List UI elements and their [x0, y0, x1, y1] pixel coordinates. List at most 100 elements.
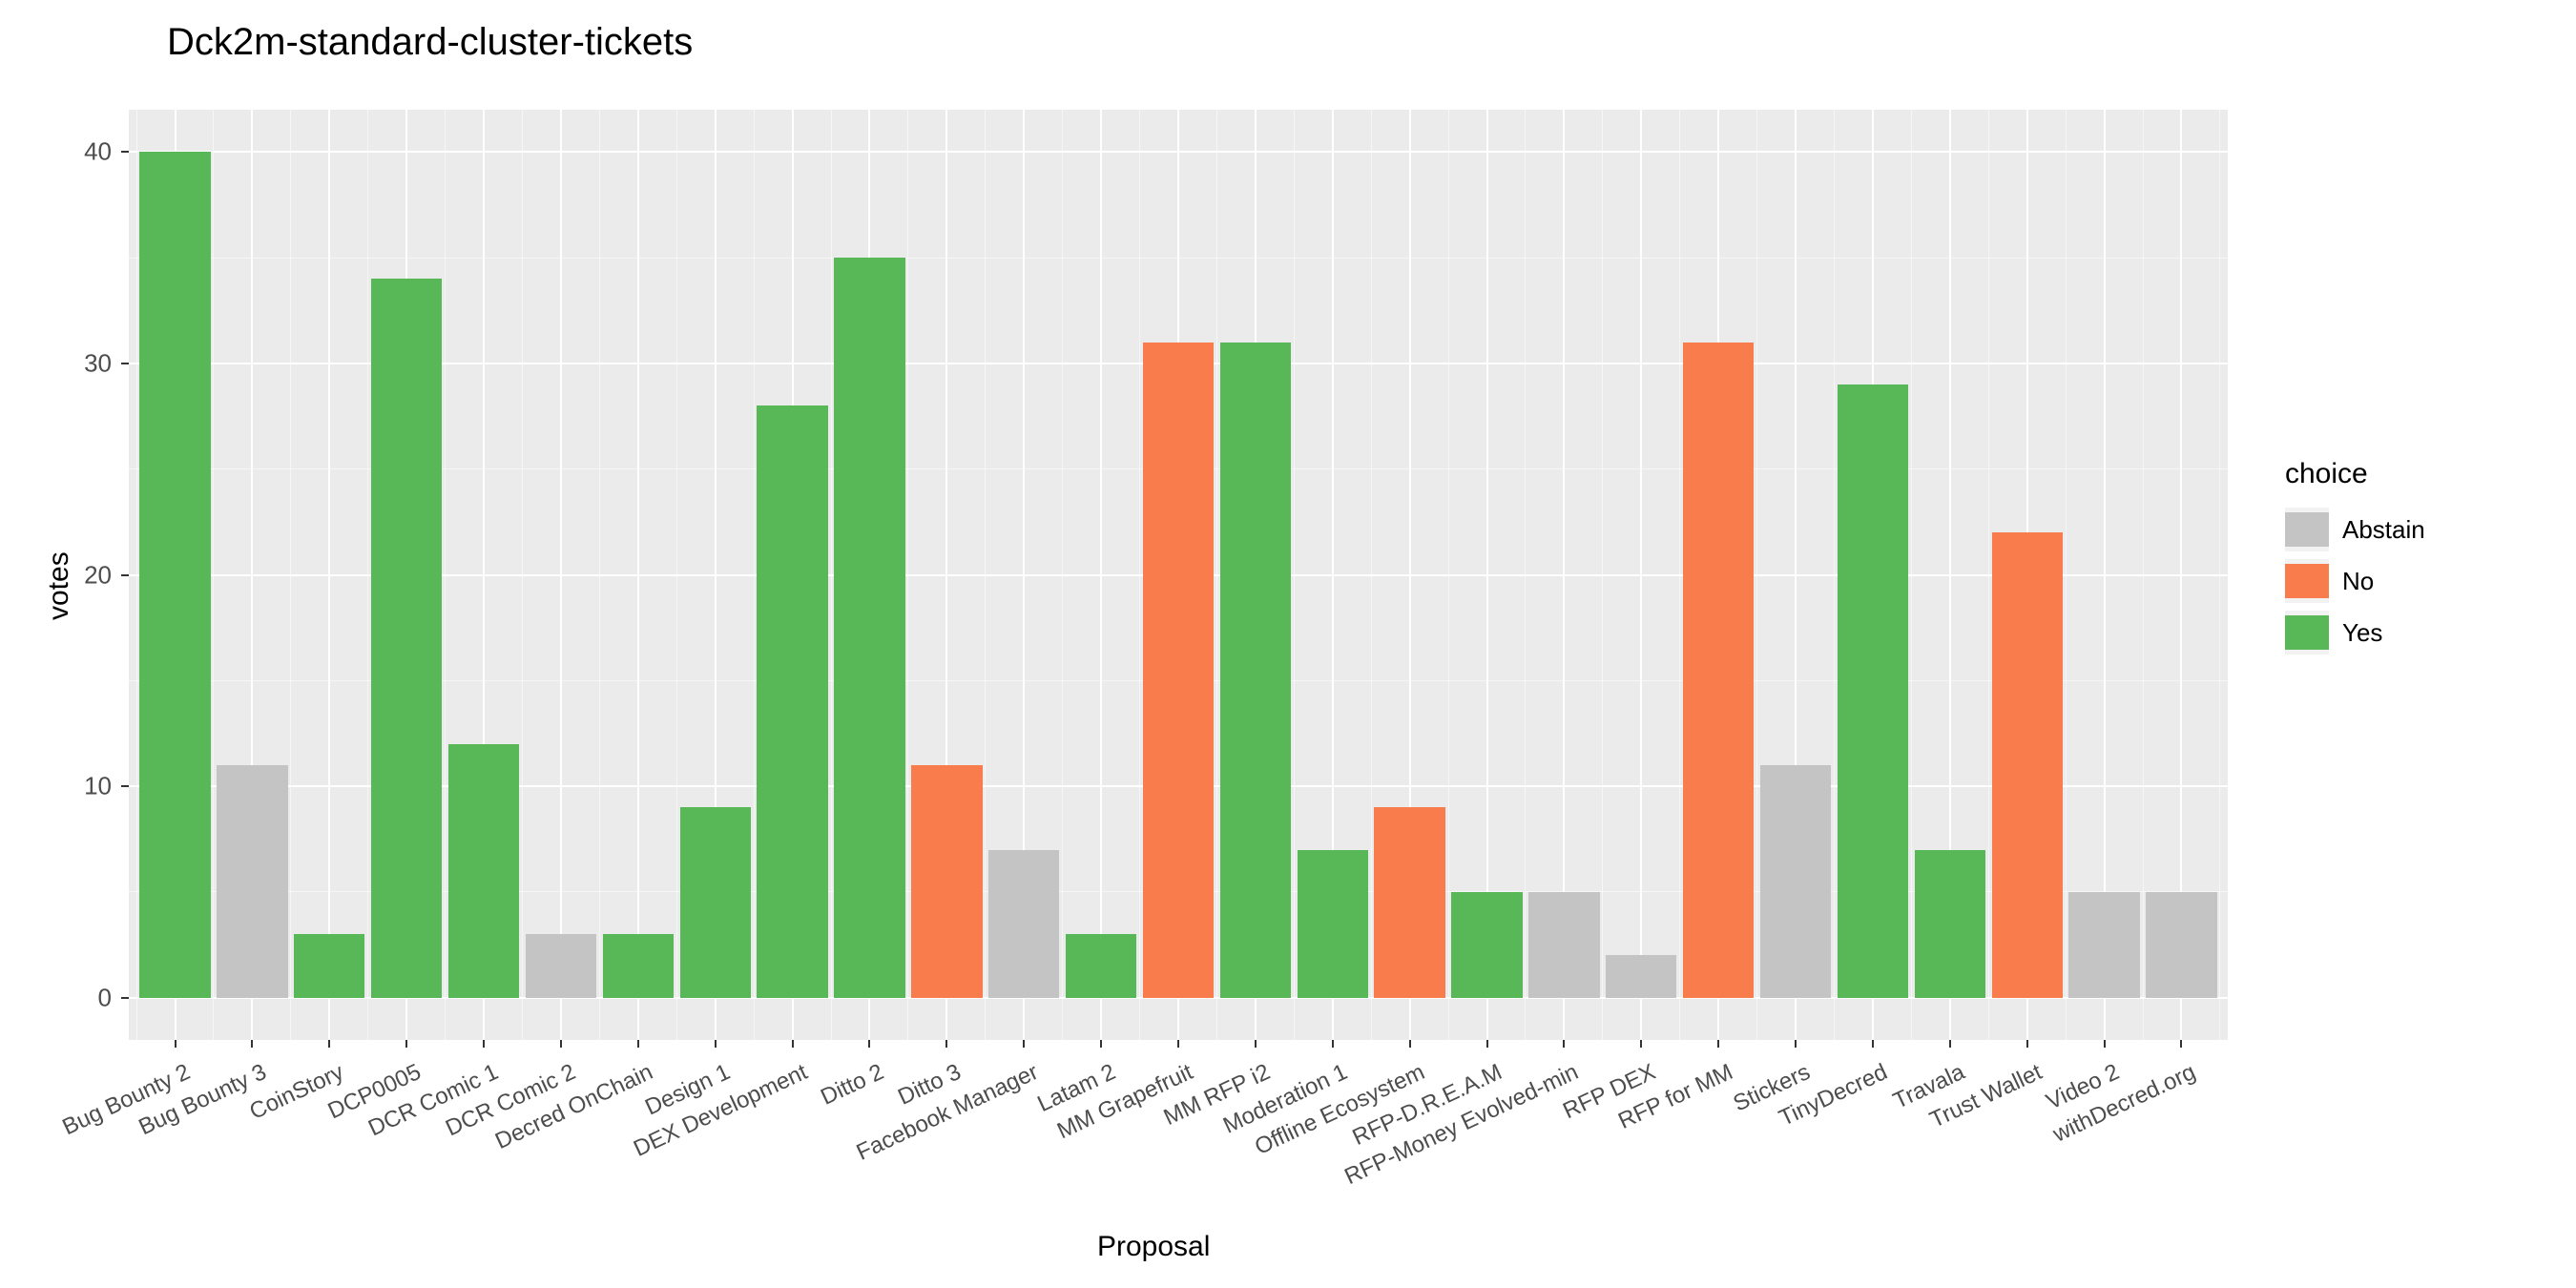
x-tick-mark: [1795, 1040, 1797, 1048]
x-tick-mark: [1409, 1040, 1411, 1048]
x-tick-mark: [2026, 1040, 2028, 1048]
grid-major-v: [560, 110, 562, 1040]
legend-label: No: [2342, 567, 2374, 596]
legend-swatch: [2285, 611, 2329, 654]
x-axis-title: Proposal: [1097, 1231, 1210, 1263]
x-tick-mark: [1177, 1040, 1179, 1048]
x-tick-mark: [328, 1040, 330, 1048]
x-tick-mark: [1023, 1040, 1025, 1048]
grid-minor-v: [367, 110, 368, 1040]
bar: [294, 934, 364, 997]
chart-container: Dck2m-standard-cluster-tickets 0 10 20 30 40…: [0, 0, 2576, 1288]
x-tick-mark: [251, 1040, 253, 1048]
x-tick-mark: [868, 1040, 870, 1048]
chart-title: Dck2m-standard-cluster-tickets: [167, 21, 693, 64]
bar: [1606, 955, 1676, 997]
y-tick-mark: [121, 574, 129, 576]
x-tick-mark: [560, 1040, 562, 1048]
bar: [911, 765, 982, 998]
legend-item: Yes: [2285, 611, 2425, 654]
grid-minor-v: [522, 110, 523, 1040]
x-tick-mark: [792, 1040, 794, 1048]
legend-label: Yes: [2342, 618, 2382, 648]
grid-minor-v: [1139, 110, 1140, 1040]
grid-minor-v: [1602, 110, 1603, 1040]
y-tick-label: 20: [84, 560, 112, 590]
bar: [1528, 892, 1599, 998]
y-axis-title: votes: [43, 551, 75, 620]
x-tick-mark: [1872, 1040, 1874, 1048]
grid-minor-v: [1294, 110, 1295, 1040]
bar: [603, 934, 674, 997]
bar: [139, 152, 210, 997]
grid-minor-v: [1834, 110, 1835, 1040]
grid-minor-v: [1448, 110, 1449, 1040]
grid-minor-v: [2219, 110, 2220, 1040]
y-tick-mark: [121, 997, 129, 999]
x-tick-mark: [1486, 1040, 1488, 1048]
x-tick-mark: [1717, 1040, 1719, 1048]
legend-title: choice: [2285, 458, 2425, 490]
grid-minor-v: [2066, 110, 2067, 1040]
x-tick-mark: [1255, 1040, 1257, 1048]
grid-minor-v: [907, 110, 908, 1040]
bar: [1374, 807, 1444, 997]
x-tick-mark: [2104, 1040, 2106, 1048]
x-tick-mark: [1100, 1040, 1102, 1048]
grid-minor-v: [1988, 110, 1989, 1040]
grid-minor-v: [2143, 110, 2144, 1040]
bar: [1220, 343, 1291, 998]
grid-minor-v: [754, 110, 755, 1040]
bar: [680, 807, 751, 997]
plot-panel: [129, 110, 2228, 1040]
grid-minor-v: [1679, 110, 1680, 1040]
bar: [526, 934, 596, 997]
grid-major-v: [328, 110, 330, 1040]
grid-minor-v: [831, 110, 832, 1040]
grid-minor-v: [1371, 110, 1372, 1040]
grid-minor-v: [1525, 110, 1526, 1040]
legend-item: No: [2285, 559, 2425, 603]
bar: [1066, 934, 1136, 997]
grid-minor-v: [213, 110, 214, 1040]
y-tick-label: 40: [84, 137, 112, 167]
x-tick-mark: [1640, 1040, 1642, 1048]
grid-minor-v: [676, 110, 677, 1040]
legend-label: Abstain: [2342, 515, 2425, 545]
grid-minor-v: [290, 110, 291, 1040]
bar: [834, 258, 904, 998]
bar: [2068, 892, 2139, 998]
x-tick-mark: [715, 1040, 717, 1048]
y-tick-label: 30: [84, 348, 112, 378]
legend: choice Abstain No Yes: [2285, 458, 2425, 662]
y-tick-mark: [121, 363, 129, 364]
bar: [371, 279, 442, 997]
legend-swatch: [2285, 559, 2329, 603]
x-tick-mark: [405, 1040, 407, 1048]
bar: [2146, 892, 2216, 998]
bar: [217, 765, 287, 998]
bar: [1451, 892, 1522, 998]
grid-major-v: [1640, 110, 1642, 1040]
bar: [1760, 765, 1831, 998]
x-tick-mark: [637, 1040, 639, 1048]
grid-major-v: [637, 110, 639, 1040]
x-tick-mark: [1332, 1040, 1334, 1048]
bar: [1992, 532, 2063, 998]
x-tick-mark: [2180, 1040, 2182, 1048]
y-tick-mark: [121, 151, 129, 153]
x-tick-label: Ditto 2: [818, 1059, 889, 1111]
bar: [448, 744, 519, 998]
x-tick-mark: [1949, 1040, 1951, 1048]
grid-minor-v: [1216, 110, 1217, 1040]
grid-minor-v: [1756, 110, 1757, 1040]
grid-minor-v: [1062, 110, 1063, 1040]
grid-minor-v: [136, 110, 137, 1040]
y-tick-label: 0: [98, 983, 112, 1012]
y-tick-label: 10: [84, 772, 112, 801]
grid-major-v: [1100, 110, 1102, 1040]
x-tick-mark: [1563, 1040, 1565, 1048]
bar: [988, 850, 1059, 998]
legend-item: Abstain: [2285, 508, 2425, 551]
grid-minor-v: [1911, 110, 1912, 1040]
